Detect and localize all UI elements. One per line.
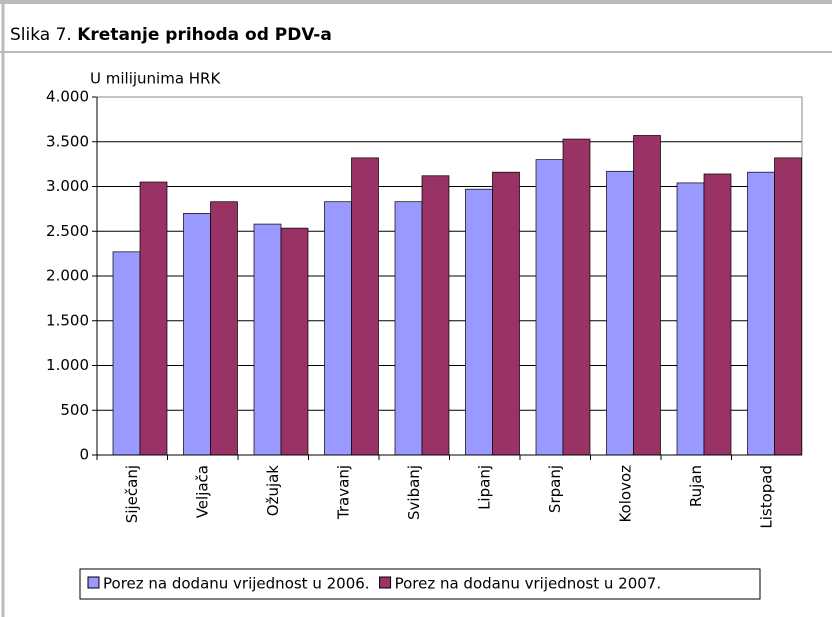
bar xyxy=(183,213,211,456)
bar xyxy=(606,170,634,456)
legend-label: Porez na dodanu vrijednost u 2006. xyxy=(103,575,370,593)
y-tick-label: 4.000 xyxy=(46,88,89,106)
y-tick-label: 2.000 xyxy=(46,267,89,285)
legend-swatch xyxy=(379,576,392,589)
bar xyxy=(280,227,309,456)
x-tick-label: Ožujak xyxy=(264,465,282,517)
legend-label: Porez na dodanu vrijednost u 2007. xyxy=(395,575,662,593)
y-tick-label: 1.500 xyxy=(46,311,89,329)
x-tick-label: Rujan xyxy=(687,465,705,507)
bar xyxy=(562,138,591,456)
bar xyxy=(394,201,423,456)
bar xyxy=(492,171,520,456)
x-tick-label: Veljača xyxy=(193,465,211,518)
y-tick-label: 0 xyxy=(79,446,89,464)
x-tick-label: Svibanj xyxy=(405,465,423,520)
x-tick-label: Siječanj xyxy=(123,465,141,523)
bar xyxy=(324,201,352,456)
y-axis-label: U milijunima HRK xyxy=(90,70,221,88)
y-tick-label: 3.500 xyxy=(46,132,89,150)
bar xyxy=(633,135,661,456)
figure-label: Slika 7. xyxy=(10,25,72,45)
bar xyxy=(253,223,282,456)
legend-swatch xyxy=(87,576,100,589)
x-tick-label: Kolovoz xyxy=(616,465,634,523)
bar xyxy=(112,251,141,456)
bar xyxy=(351,157,379,456)
bar xyxy=(535,159,564,456)
x-tick-label: Srpanj xyxy=(546,465,564,513)
bar xyxy=(774,157,802,456)
x-tick-label: Lipanj xyxy=(475,465,493,510)
legend-box xyxy=(79,568,761,600)
bar xyxy=(465,188,493,456)
y-tick-label: 500 xyxy=(60,401,89,419)
chart-title: Slika 7. Kretanje prihoda od PDV-a xyxy=(10,25,332,45)
bar xyxy=(421,175,450,456)
y-tick-label: 1.000 xyxy=(46,356,89,374)
bar xyxy=(676,182,705,456)
y-tick-label: 3.000 xyxy=(46,177,89,195)
bar xyxy=(703,173,732,456)
bar xyxy=(139,181,168,456)
title-text: Kretanje prihoda od PDV-a xyxy=(77,25,332,45)
bar xyxy=(747,171,775,456)
x-tick-label: Travanj xyxy=(334,465,352,520)
y-tick-label: 2.500 xyxy=(46,222,89,240)
x-tick-label: Listopad xyxy=(757,465,775,529)
bar xyxy=(210,201,238,456)
